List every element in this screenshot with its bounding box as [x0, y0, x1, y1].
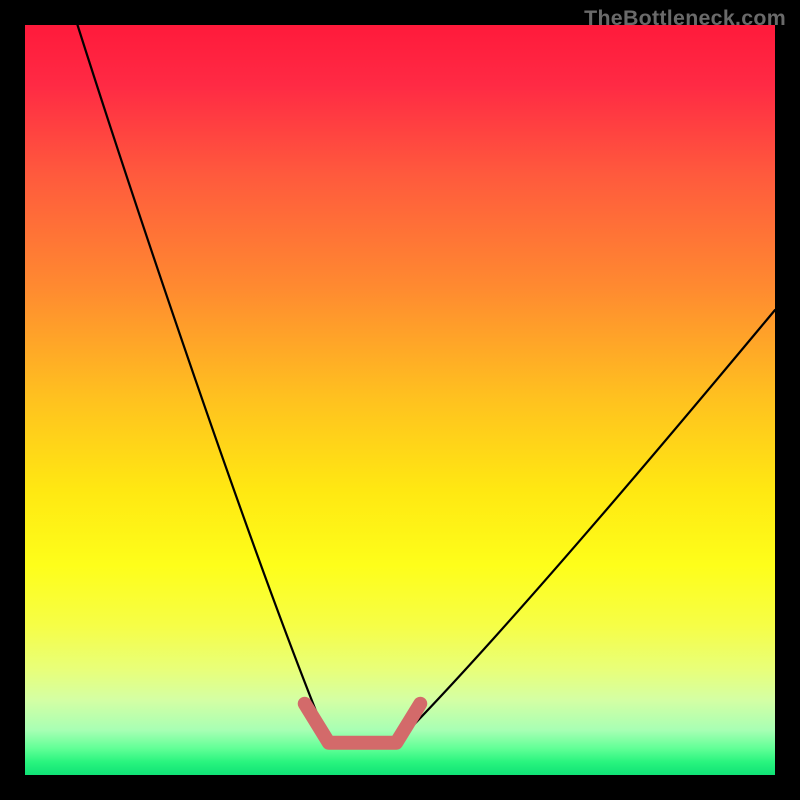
chart-frame: TheBottleneck.com — [0, 0, 800, 800]
watermark-text: TheBottleneck.com — [584, 6, 786, 31]
bottleneck-chart-svg — [0, 0, 800, 800]
chart-heatmap-area — [25, 25, 775, 775]
